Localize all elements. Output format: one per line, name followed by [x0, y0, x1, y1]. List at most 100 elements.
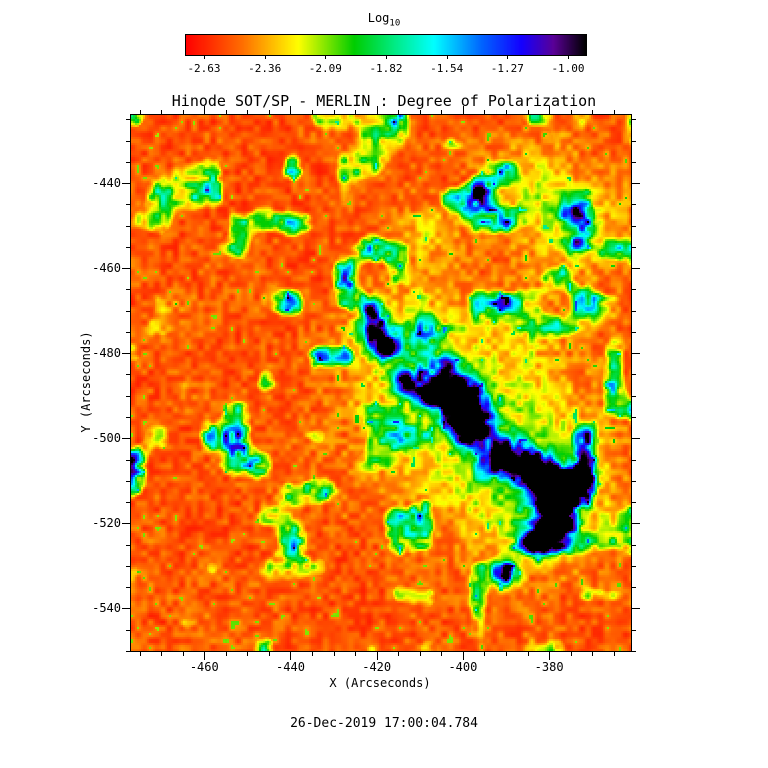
y-minor-tick: [632, 417, 636, 419]
colorbar-title-base: Log: [367, 11, 390, 25]
x-major-tick: [290, 652, 292, 660]
y-major-tick: [122, 183, 130, 185]
x-major-tick: [204, 652, 206, 660]
y-major-tick: [122, 353, 130, 355]
y-tick-label: -460: [92, 261, 121, 276]
y-minor-tick: [126, 480, 130, 482]
y-minor-tick: [126, 417, 130, 419]
polarization-heatmap: [131, 115, 631, 651]
x-minor-tick: [355, 652, 357, 656]
x-minor-tick: [268, 110, 270, 114]
y-major-tick: [632, 523, 640, 525]
x-tick-label: -400: [448, 660, 478, 674]
y-minor-tick: [632, 565, 636, 567]
colorbar-tick-label: -2.36: [248, 62, 282, 75]
x-major-tick: [376, 652, 378, 660]
x-minor-tick: [484, 652, 486, 656]
x-minor-tick: [247, 652, 249, 656]
x-minor-tick: [398, 110, 400, 114]
y-minor-tick: [126, 587, 130, 589]
plot-area: -460 -440 -420 -400 -380 -440 -460 -480 -500 -520…: [92, 106, 640, 674]
y-minor-tick: [632, 331, 636, 333]
colorbar-gradient: [186, 35, 586, 55]
x-minor-tick: [613, 110, 615, 114]
x-tick-label: -460: [189, 660, 219, 674]
y-minor-tick: [126, 310, 130, 312]
x-major-tick: [290, 106, 292, 114]
colorbar-tick-label: -1.27: [490, 62, 524, 75]
colorbar-tick: [325, 55, 327, 59]
x-minor-tick: [268, 652, 270, 656]
y-minor-tick: [632, 161, 636, 163]
x-minor-tick: [182, 110, 184, 114]
y-minor-tick: [632, 246, 636, 248]
colorbar-tick-label: -2.09: [308, 62, 342, 75]
y-minor-tick: [632, 651, 636, 652]
x-minor-tick: [333, 110, 335, 114]
observation-timestamp: 26-Dec-2019 17:00:04.784: [290, 716, 478, 731]
x-minor-tick: [312, 110, 314, 114]
colorbar-tick: [386, 55, 387, 59]
y-minor-tick: [126, 289, 130, 291]
y-minor-tick: [632, 374, 636, 376]
y-minor-tick: [632, 310, 636, 312]
y-major-tick: [632, 608, 640, 610]
x-minor-tick: [398, 652, 400, 656]
x-minor-tick: [570, 652, 572, 656]
x-major-tick: [549, 106, 551, 114]
x-minor-tick: [312, 652, 314, 656]
x-minor-tick: [527, 652, 529, 656]
colorbar-tick: [446, 55, 448, 59]
y-tick-label: -440: [92, 176, 121, 191]
colorbar: -2.63 -2.36 -2.09 -1.82 -1.54 -1.27 -1.00: [185, 34, 587, 75]
y-minor-tick: [126, 629, 130, 631]
x-minor-tick: [527, 110, 529, 114]
y-major-tick: [632, 268, 640, 270]
x-minor-tick: [225, 652, 227, 656]
x-minor-tick: [182, 652, 184, 656]
y-tick-label: -520: [92, 516, 121, 531]
y-minor-tick: [126, 459, 130, 461]
x-major-tick: [462, 106, 464, 114]
y-major-tick: [632, 438, 640, 440]
y-minor-tick: [126, 331, 130, 333]
y-major-tick: [122, 523, 130, 525]
y-major-tick: [632, 183, 640, 185]
y-minor-tick: [126, 161, 130, 163]
x-minor-tick: [161, 110, 163, 114]
y-minor-tick: [126, 395, 130, 397]
y-minor-tick: [126, 502, 130, 504]
x-minor-tick: [592, 652, 594, 656]
y-minor-tick: [126, 119, 130, 121]
colorbar-tick-label: -1.82: [369, 62, 403, 75]
y-major-tick: [122, 268, 130, 270]
x-tick-label: -420: [362, 660, 392, 674]
x-major-tick: [204, 106, 206, 114]
x-tick-label: -380: [534, 660, 564, 674]
y-major-tick: [122, 438, 130, 440]
x-major-tick: [376, 106, 378, 114]
y-minor-tick: [126, 374, 130, 376]
y-minor-tick: [126, 544, 130, 546]
colorbar-tick: [264, 55, 266, 59]
y-minor-tick: [126, 565, 130, 567]
x-minor-tick: [570, 110, 572, 114]
y-minor-tick: [632, 544, 636, 546]
y-minor-tick: [632, 459, 636, 461]
x-minor-tick: [506, 652, 507, 656]
x-minor-tick: [247, 110, 249, 114]
y-minor-tick: [632, 140, 636, 142]
y-minor-tick: [632, 204, 636, 206]
y-minor-tick: [632, 629, 636, 631]
y-tick-label: -540: [92, 601, 121, 616]
y-minor-tick: [632, 289, 636, 291]
y-major-tick: [122, 608, 130, 610]
plot-title: Hinode SOT/SP - MERLIN : Degree of Polar…: [171, 92, 597, 110]
colorbar-tick: [204, 55, 205, 59]
y-minor-tick: [126, 204, 130, 206]
x-minor-tick: [441, 110, 443, 114]
y-minor-tick: [126, 225, 130, 227]
y-minor-tick: [632, 119, 636, 121]
x-minor-tick: [484, 110, 486, 114]
y-tick-label: -480: [92, 346, 121, 361]
